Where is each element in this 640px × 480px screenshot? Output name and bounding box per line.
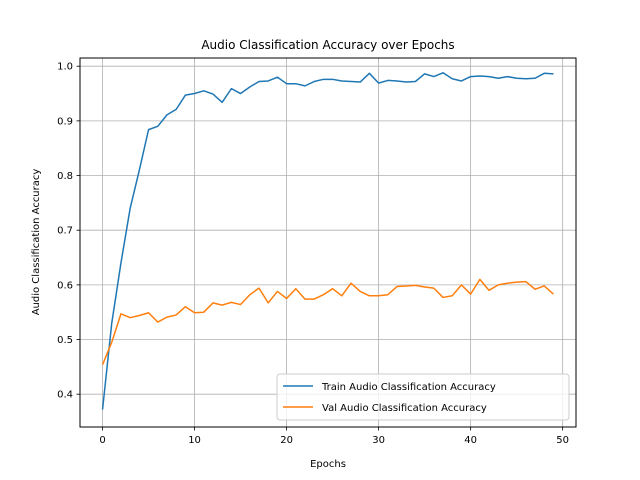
x-axis-ticks: 0 10 20 30 40 50 (99, 427, 569, 446)
series-line-train (101, 72, 554, 410)
x-tick-label: 20 (280, 435, 293, 446)
x-tick-label: 10 (188, 435, 201, 446)
series-lines (101, 72, 554, 410)
x-axis-label: Epochs (310, 459, 346, 470)
y-tick-label: 1.0 (57, 62, 73, 73)
legend: Train Audio Classification Accuracy Val … (276, 373, 570, 421)
y-tick-label: 0.8 (57, 171, 73, 182)
x-tick-label: 0 (99, 435, 105, 446)
y-tick-label: 0.9 (57, 116, 73, 127)
legend-label-train: Train Audio Classification Accuracy (321, 382, 496, 393)
y-tick-label: 0.6 (57, 280, 73, 291)
legend-box (276, 373, 570, 421)
series-line-val (101, 278, 554, 365)
x-tick-label: 40 (464, 435, 477, 446)
chart-title: Audio Classification Accuracy over Epoch… (201, 38, 454, 52)
y-tick-label: 0.4 (57, 390, 73, 401)
y-tick-label: 0.7 (57, 226, 73, 237)
x-tick-label: 50 (556, 435, 569, 446)
y-axis-label: Audio Classification Accuracy (31, 169, 42, 316)
y-tick-label: 0.5 (57, 335, 73, 346)
grid-lines (80, 58, 576, 427)
y-axis-ticks: 0.4 0.5 0.6 0.7 0.8 0.9 1.0 (57, 62, 80, 401)
x-tick-label: 30 (372, 435, 385, 446)
legend-label-val: Val Audio Classification Accuracy (322, 403, 487, 414)
plot-frame (79, 57, 577, 428)
